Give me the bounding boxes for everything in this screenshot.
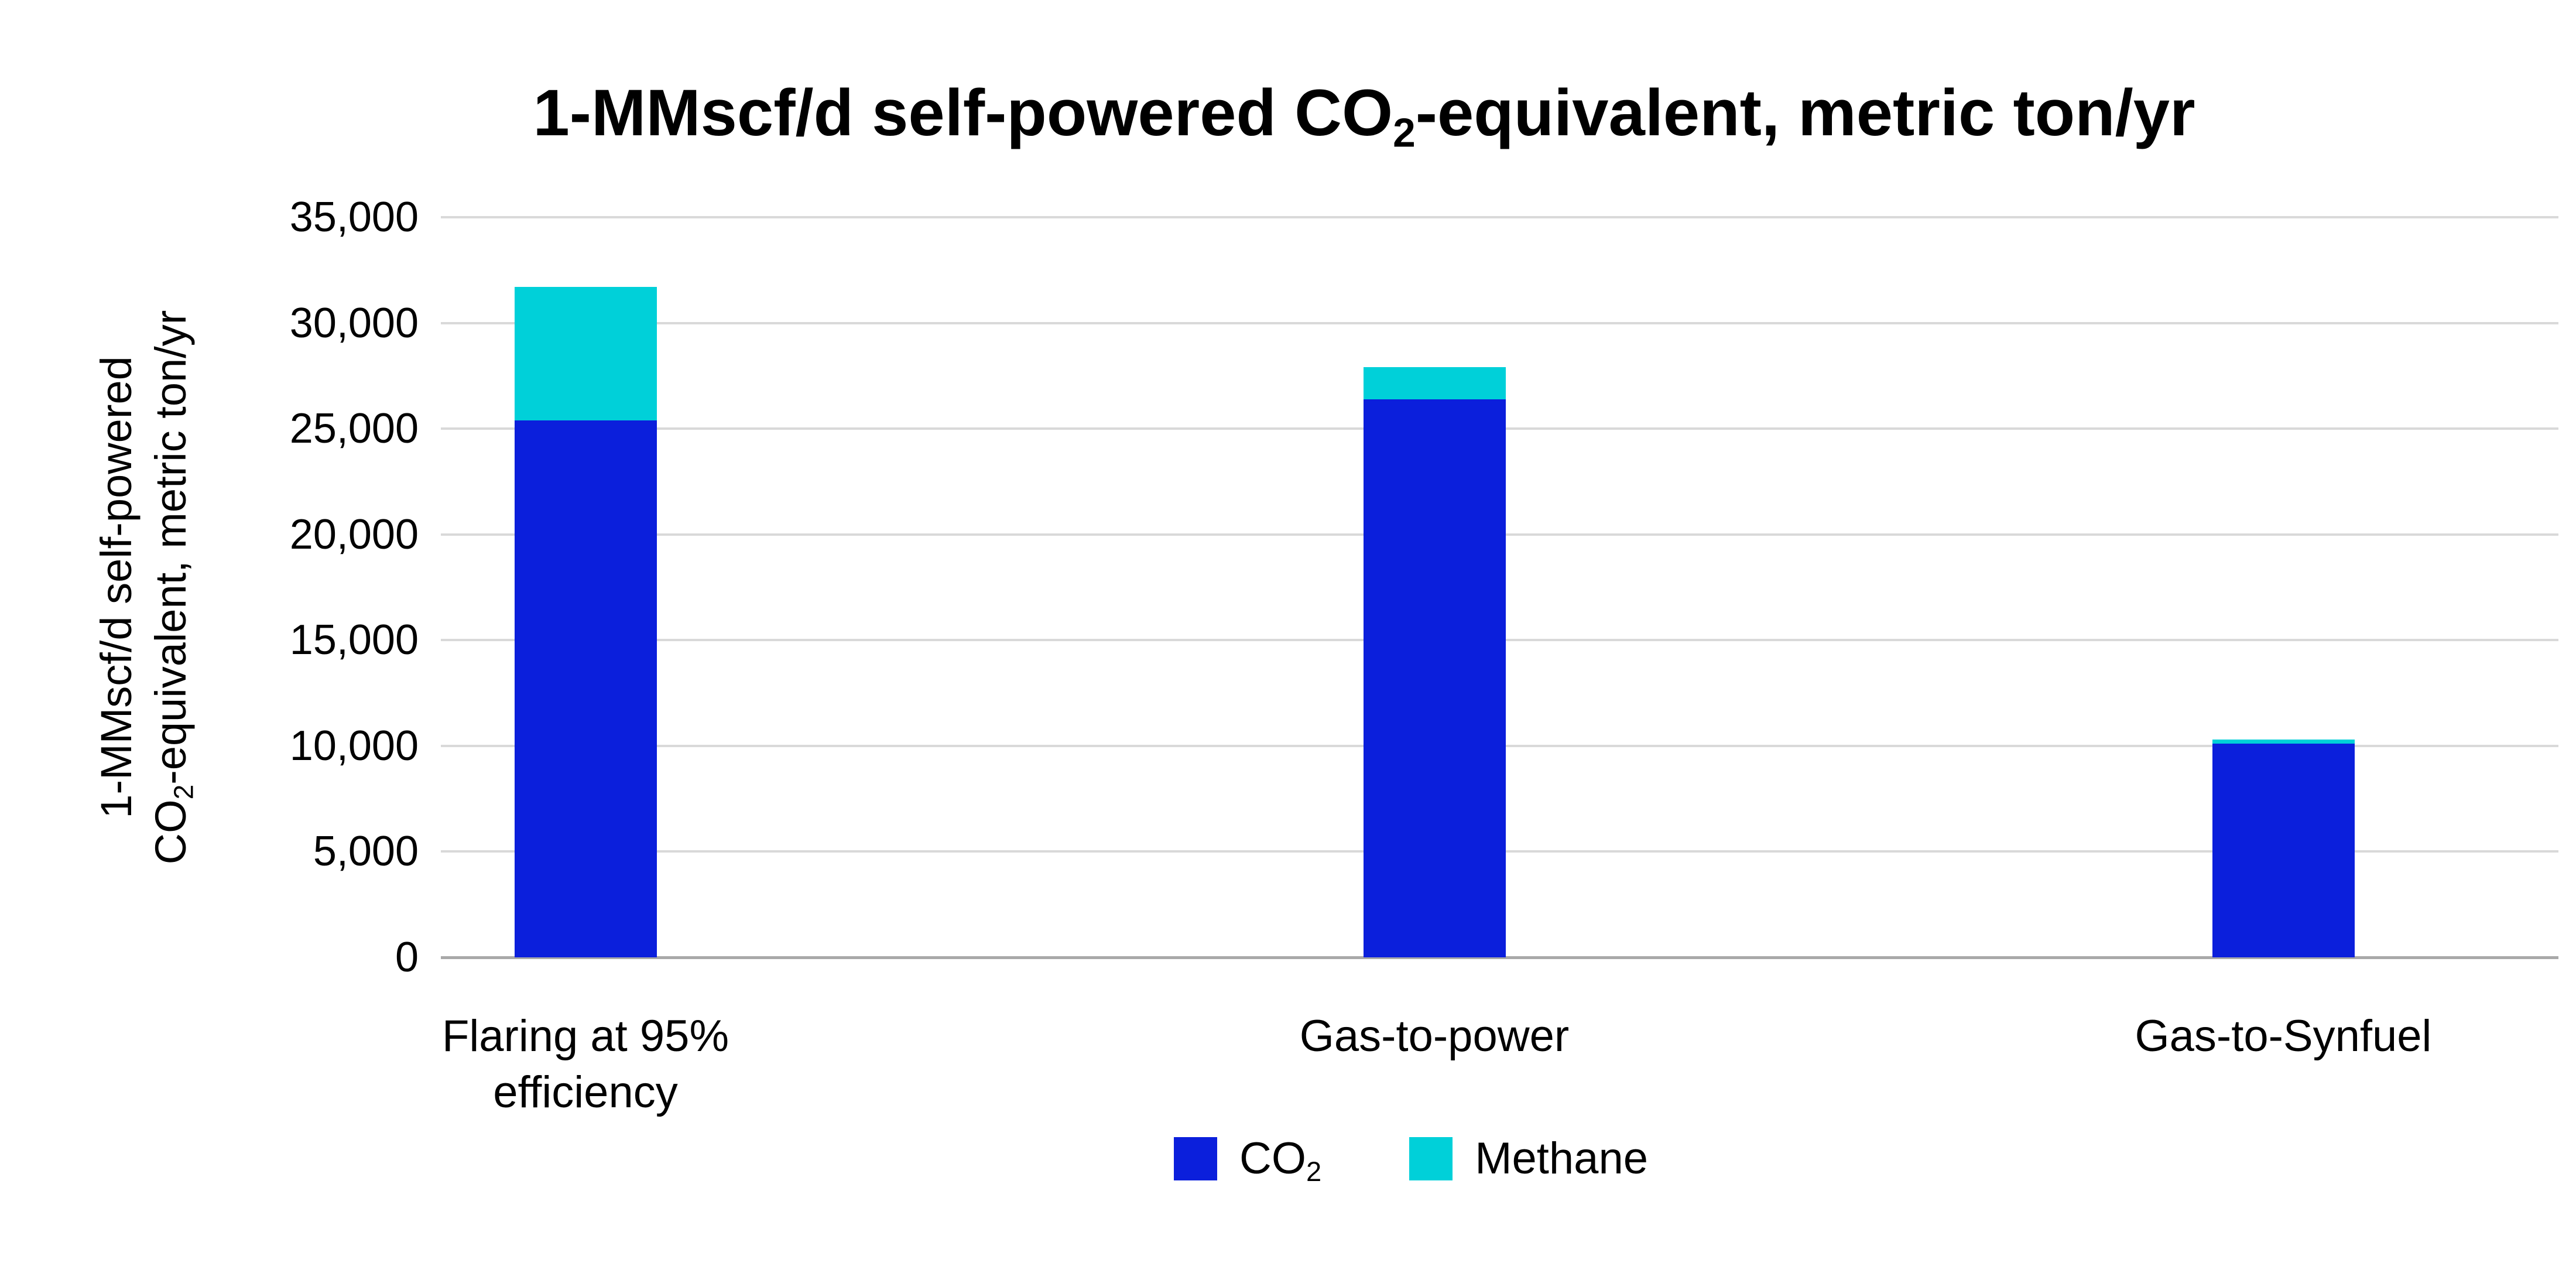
methane-swatch-icon xyxy=(1409,1137,1453,1180)
bar-segment-co2-3 xyxy=(2212,744,2355,957)
chart-title: 1-MMscf/d self-powered CO2-equivalent, m… xyxy=(176,75,2553,153)
legend: CO2 Methane xyxy=(1174,1134,1648,1187)
y-tick-label-25000: 25,000 xyxy=(289,405,419,453)
bar-segment-methane-3 xyxy=(2212,740,2355,744)
x-axis-line xyxy=(441,956,2558,959)
y-axis-title-line1: 1-MMscf/d self-powered xyxy=(91,356,141,819)
y-axis-title-line2: CO2-equivalent, metric ton/yr xyxy=(146,310,199,865)
bar-segment-co2-2 xyxy=(1363,399,1506,957)
legend-item-methane: Methane xyxy=(1409,1137,1648,1181)
legend-label-co2: CO2 xyxy=(1239,1134,1322,1187)
gridline-35000 xyxy=(441,216,2558,218)
y-tick-label-35000: 35,000 xyxy=(289,194,419,241)
y-tick-label-10000: 10,000 xyxy=(289,722,419,769)
bar-segment-methane-2 xyxy=(1363,367,1506,399)
y-axis-title: 1-MMscf/d self-powered CO2-equivalent, m… xyxy=(89,310,199,865)
chart-title-subscript: 2 xyxy=(1393,109,1416,156)
x-category-label-2: Gas-to-power xyxy=(1299,1011,1570,1061)
chart-title-text-end: -equivalent, metric ton/yr xyxy=(1415,76,2195,149)
y-tick-label-0: 0 xyxy=(395,934,419,981)
co2-swatch-icon xyxy=(1174,1137,1218,1180)
legend-label-methane: Methane xyxy=(1475,1134,1648,1183)
gridline-30000 xyxy=(441,321,2558,324)
bar-segment-co2-1 xyxy=(514,420,657,957)
x-category-label-1: Flaring at 95% efficiency xyxy=(441,1011,729,1117)
legend-item-co2: CO2 xyxy=(1174,1134,1322,1187)
x-category-label-3: Gas-to-Synfuel xyxy=(2135,1011,2432,1061)
bar-segment-methane-1 xyxy=(514,287,657,420)
y-tick-label-5000: 5,000 xyxy=(313,828,419,875)
y-axis-title-subscript: 2 xyxy=(168,784,199,800)
y-tick-label-30000: 30,000 xyxy=(289,299,419,347)
y-tick-label-15000: 15,000 xyxy=(289,617,419,664)
y-tick-label-20000: 20,000 xyxy=(289,511,419,558)
chart-title-text: 1-MMscf/d self-powered CO xyxy=(533,76,1393,149)
